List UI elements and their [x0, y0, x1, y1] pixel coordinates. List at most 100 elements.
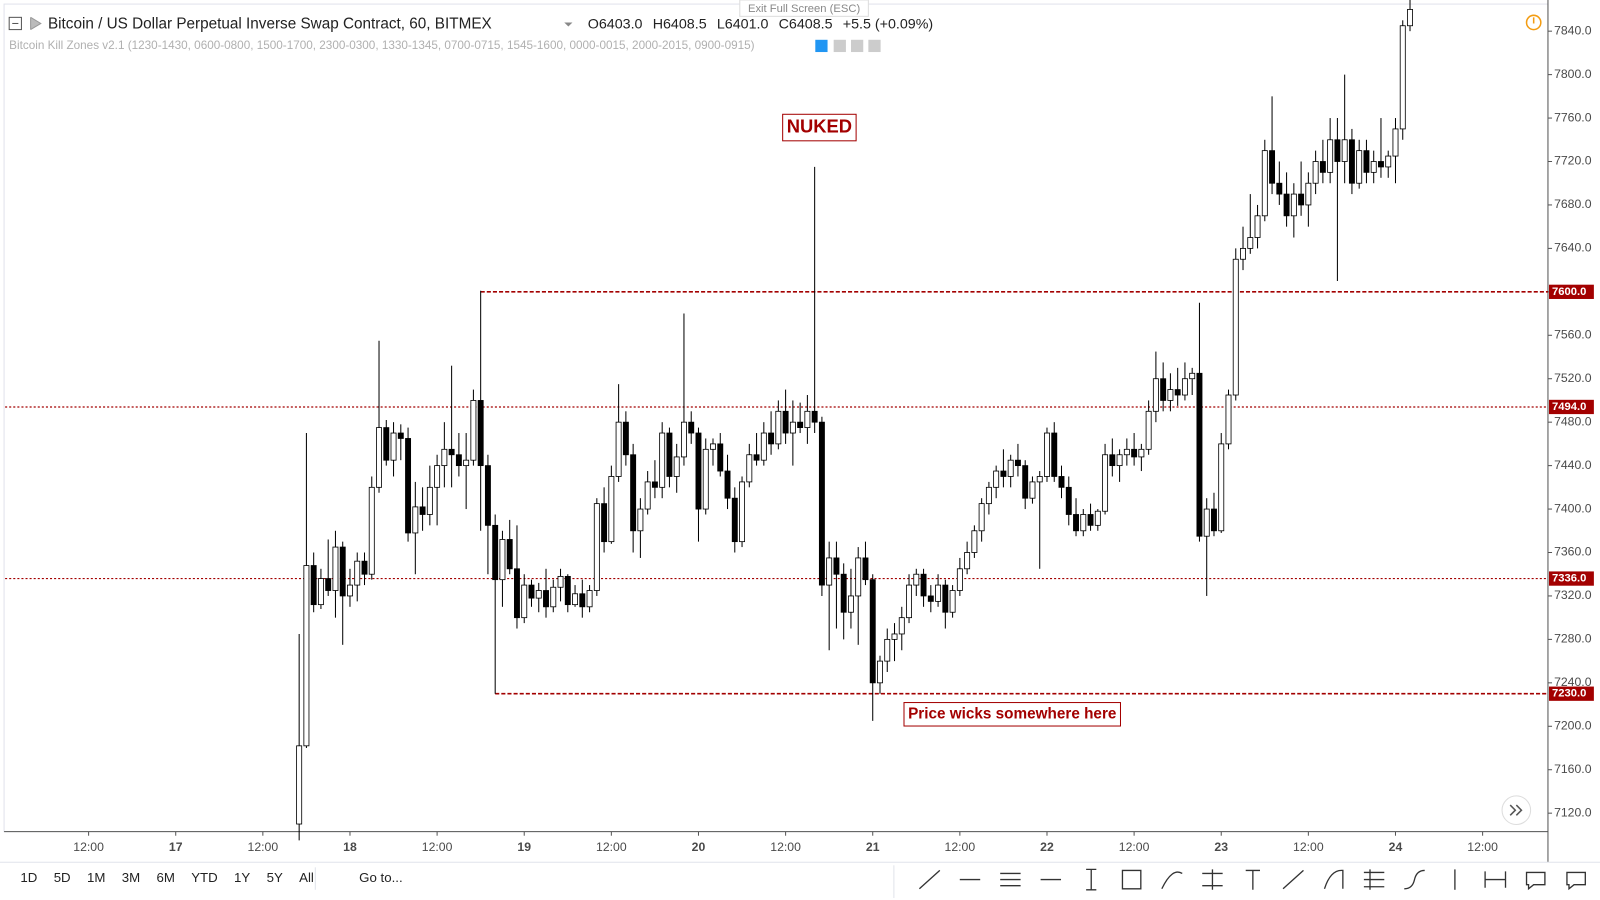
ohlc-value: O6403.0 — [588, 16, 643, 32]
y-tick-label: 7160.0 — [1554, 762, 1592, 776]
indicator-source[interactable] — [851, 39, 864, 53]
timeframe-button[interactable]: 1Y — [234, 870, 250, 885]
timeframe-button[interactable]: 5D — [54, 870, 71, 885]
drawing-tool[interactable] — [1000, 872, 1021, 887]
candle-body — [441, 448, 448, 467]
candle-body — [1145, 410, 1152, 450]
candle-body — [971, 530, 978, 553]
candle-body — [1196, 372, 1203, 537]
candle-body — [376, 427, 382, 488]
tool-icon — [1161, 871, 1183, 890]
fullscreen-hint[interactable]: Exit Full Screen (ESC) — [748, 3, 860, 15]
timeframe-button[interactable]: All — [299, 870, 314, 885]
goto-button[interactable]: Go to... — [359, 870, 402, 885]
candle-body — [579, 593, 586, 608]
candle-body — [1327, 139, 1334, 173]
candle-body — [797, 421, 804, 429]
candle-body — [325, 578, 332, 591]
candle-body — [1247, 237, 1254, 249]
candle-body — [499, 539, 506, 581]
candle-body — [1305, 182, 1312, 206]
indicator-settings[interactable] — [833, 39, 846, 53]
drawing-tool[interactable] — [1086, 868, 1097, 891]
candle-body — [1363, 150, 1370, 173]
timeframe-button[interactable]: YTD — [191, 870, 218, 885]
candle-body — [898, 617, 905, 635]
ohlc-value: L6401.0 — [717, 16, 769, 32]
tool-icon — [1404, 869, 1425, 890]
drawing-tool[interactable] — [918, 869, 941, 890]
candle-body — [789, 421, 796, 434]
drawing-tool[interactable] — [1202, 869, 1223, 890]
candle-body — [1007, 459, 1014, 477]
candle-body — [804, 410, 811, 429]
candle-body — [448, 448, 455, 456]
collapse-icon[interactable] — [8, 16, 22, 31]
candle-body — [1109, 454, 1116, 467]
drawing-tool[interactable] — [1323, 869, 1344, 889]
candle-body — [739, 481, 746, 543]
candle-body — [884, 638, 891, 662]
indicator-remove[interactable] — [868, 39, 881, 53]
drawing-toolbar — [893, 865, 1586, 898]
tool-icon — [1363, 869, 1385, 890]
x-tick-label: 12:00 — [1467, 840, 1498, 854]
drawing-tool[interactable] — [1525, 871, 1546, 891]
candle-body — [332, 546, 339, 591]
candle-body — [397, 432, 404, 439]
candle-body — [1407, 9, 1413, 27]
drawing-tool[interactable] — [1282, 869, 1304, 890]
candle-body — [622, 421, 629, 456]
y-tick-label: 7120.0 — [1554, 805, 1592, 819]
candle-body — [1138, 448, 1145, 458]
drawing-tool[interactable] — [1245, 869, 1261, 890]
candle-body — [993, 470, 1000, 488]
candle-body — [1348, 139, 1355, 184]
candle-body — [492, 524, 499, 581]
candle-body — [811, 410, 818, 423]
candle-body — [347, 584, 353, 597]
candle-body — [695, 432, 702, 510]
candle-body — [1102, 454, 1109, 512]
candle-body — [637, 508, 644, 532]
candle-body — [840, 573, 847, 613]
timeframe-button[interactable]: 6M — [156, 870, 174, 885]
x-tick-label: 24 — [1389, 840, 1403, 854]
drawing-tool[interactable] — [1161, 871, 1183, 890]
timeframe-button[interactable]: 1M — [87, 870, 105, 885]
x-tick-label: 12:00 — [596, 840, 627, 854]
candle-body — [405, 438, 412, 534]
candle-body — [506, 539, 513, 570]
price-tag — [1548, 284, 1594, 299]
drawing-tool[interactable] — [1484, 871, 1507, 888]
indicator-visibility[interactable] — [815, 39, 828, 53]
candle-body — [368, 486, 375, 575]
x-tick-label: 12:00 — [770, 840, 801, 854]
drawing-tool[interactable] — [1566, 871, 1586, 891]
candle-body — [920, 573, 927, 597]
candle-body — [753, 454, 760, 461]
timeframe-button[interactable]: 1D — [20, 870, 37, 885]
candle-body — [470, 400, 477, 461]
annotation-box — [903, 702, 1122, 727]
candle-body — [1276, 182, 1283, 195]
timeframe-button[interactable]: 3M — [122, 870, 140, 885]
candle-body — [1014, 459, 1021, 467]
drawing-tool[interactable] — [1121, 869, 1142, 890]
candle-body — [434, 465, 441, 488]
fullscreen-hint-box[interactable] — [739, 0, 869, 17]
timeframe-button[interactable]: 5Y — [267, 870, 283, 885]
warning-icon[interactable] — [1525, 14, 1542, 31]
candle-body — [1036, 476, 1043, 483]
candle-body — [847, 595, 854, 613]
candle-body — [317, 578, 324, 606]
drawing-tool[interactable] — [1363, 869, 1385, 890]
y-tick-label: 7640.0 — [1554, 241, 1592, 255]
dropdown-caret[interactable] — [564, 22, 573, 27]
candle-body — [913, 573, 920, 586]
tool-icon — [1245, 869, 1261, 890]
candle-body — [782, 410, 789, 434]
candle-body — [673, 456, 680, 477]
drawing-tool[interactable] — [1404, 869, 1425, 890]
